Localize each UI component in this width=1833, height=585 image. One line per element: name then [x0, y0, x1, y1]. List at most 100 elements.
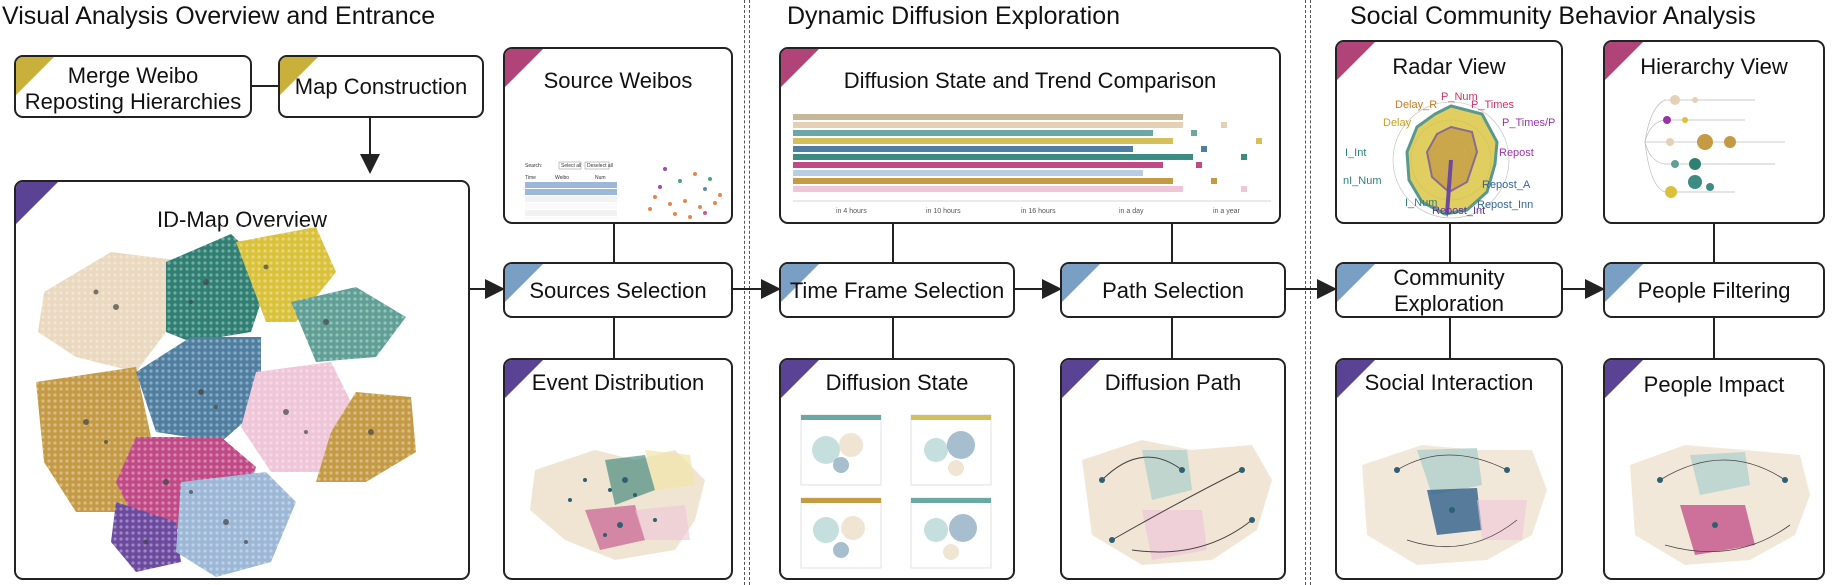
radar-label-repost: Repost: [1499, 147, 1534, 159]
badge-blue: [1062, 264, 1100, 302]
source-scatter: [648, 167, 722, 219]
timeline-tick-4h: in 4 hours: [836, 208, 867, 215]
diffusion-state-box[interactable]: Diffusion State: [779, 358, 1015, 580]
path-selection-box[interactable]: Path Selection: [1060, 262, 1286, 318]
section-title-dynamic: Dynamic Diffusion Exploration: [787, 2, 1121, 30]
social-interaction-title: Social Interaction: [1364, 370, 1534, 395]
radar-label-delay-r: Delay_R: [1395, 99, 1437, 111]
timeline-tick-year: in a year: [1213, 208, 1241, 215]
state-panel-1: [800, 414, 882, 486]
diffusion-state-title: Diffusion State: [825, 370, 969, 395]
diffusion-state-grid[interactable]: [781, 410, 1015, 580]
state-panel-3: [800, 497, 882, 569]
community-exploration-line2: Exploration: [1393, 291, 1505, 316]
community-exploration-line1: Community: [1393, 265, 1505, 290]
badge-pink: [781, 49, 819, 87]
time-frame-selection-label: Time Frame Selection: [789, 278, 1005, 303]
hierarchy-view-box[interactable]: Hierarchy View: [1603, 40, 1825, 224]
radar-label-repost-a: Repost_A: [1482, 179, 1531, 191]
people-impact-map[interactable]: [1605, 410, 1825, 580]
people-filtering-box[interactable]: People Filtering: [1603, 262, 1825, 318]
radar-view-box[interactable]: Radar View P_Num P_Times P_Times/P Repos…: [1335, 40, 1563, 224]
state-panel-4: [910, 497, 992, 569]
badge-pink: [1337, 42, 1375, 80]
timeline-tick-10h: in 10 hours: [926, 208, 961, 215]
time-frame-selection-box[interactable]: Time Frame Selection: [779, 262, 1015, 318]
map-construction-box[interactable]: Map Construction: [278, 55, 484, 118]
badge-purple: [781, 360, 819, 398]
section-title-social: Social Community Behavior Analysis: [1350, 2, 1756, 30]
badge-purple: [16, 182, 58, 224]
id-map-overview-box[interactable]: ID-Map Overview: [14, 180, 470, 580]
event-distribution-title: Event Distribution: [531, 370, 705, 395]
badge-purple: [1062, 360, 1100, 398]
sources-selection-label: Sources Selection: [529, 278, 707, 303]
diffusion-path-box[interactable]: Diffusion Path: [1060, 358, 1286, 580]
id-map-dots: [83, 264, 374, 545]
community-exploration-box[interactable]: Community Exploration: [1335, 262, 1563, 318]
badge-purple: [505, 360, 543, 398]
path-selection-label: Path Selection: [1102, 278, 1244, 303]
diffusion-path-map[interactable]: [1062, 410, 1286, 580]
radar-labels: P_Num P_Times P_Times/P Repost Repost_A …: [1343, 91, 1555, 217]
badge-blue: [1337, 264, 1375, 302]
hierarchy-view-title: Hierarchy View: [1640, 54, 1788, 79]
state-panel-2: [910, 414, 992, 486]
source-weibos-thumbnail[interactable]: Search: Select all Deselect all Time Wei…: [505, 109, 731, 219]
diffusion-path-title: Diffusion Path: [1104, 370, 1242, 395]
hierarchy-tree[interactable]: [1605, 42, 1825, 224]
badge-blue: [1605, 264, 1643, 302]
diffusion-trend-timeline[interactable]: in 4 hours in 10 hours in 16 hours in a …: [781, 109, 1281, 219]
radar-label-repost-int: Repost_Int: [1432, 205, 1485, 217]
merge-label-line1: Merge Weibo: [67, 63, 199, 88]
table-rows: [525, 182, 617, 219]
section-divider-1: [744, 0, 750, 585]
source-weibos-box[interactable]: Source Weibos Search: Select all Deselec…: [503, 47, 733, 224]
radar-label-i-int: I_Int: [1345, 147, 1366, 159]
merge-hierarchies-box[interactable]: Merge Weibo Reposting Hierarchies: [14, 55, 252, 118]
badge-pink: [505, 49, 543, 87]
radar-label-p-num: P_Num: [1441, 91, 1478, 103]
id-map-hexmap[interactable]: [16, 182, 470, 580]
radar-label-ni-num: nI_Num: [1343, 175, 1382, 187]
timeline-tick-16h: in 16 hours: [1021, 208, 1056, 215]
radar-label-repost-inn: Repost_Inn: [1477, 199, 1533, 211]
badge-purple: [1337, 360, 1375, 398]
table-search-label: Search:: [525, 163, 542, 169]
people-impact-title: People Impact: [1643, 372, 1785, 397]
event-distribution-box[interactable]: Event Distribution: [503, 358, 733, 580]
badge-blue: [505, 264, 543, 302]
badge-purple: [1605, 360, 1643, 398]
badge-blue: [781, 264, 819, 302]
table-header-time: Time: [525, 175, 536, 181]
radar-label-p-times: P_Times: [1471, 99, 1514, 111]
people-filtering-label: People Filtering: [1637, 278, 1791, 303]
radar-view-title: Radar View: [1392, 54, 1506, 79]
section-divider-2: [1305, 0, 1311, 585]
diffusion-trend-title: Diffusion State and Trend Comparison: [843, 68, 1217, 93]
radar-label-delay: Delay: [1383, 117, 1412, 129]
people-impact-box[interactable]: People Impact: [1603, 358, 1825, 580]
radar-label-p-times-p: P_Times/P: [1502, 117, 1555, 129]
map-construction-label: Map Construction: [294, 74, 468, 99]
radar-chart[interactable]: P_Num P_Times P_Times/P Repost Repost_A …: [1337, 42, 1563, 224]
table-header-weibo: Weibo: [555, 175, 569, 181]
social-interaction-map[interactable]: [1337, 410, 1563, 580]
timeline-stripes: [793, 114, 1262, 192]
radar-label-i-num: I_Num: [1405, 197, 1437, 209]
social-interaction-box[interactable]: Social Interaction: [1335, 358, 1563, 580]
diffusion-trend-box[interactable]: Diffusion State and Trend Comparison in …: [779, 47, 1281, 224]
sources-selection-box[interactable]: Sources Selection: [503, 262, 733, 318]
badge-gold: [280, 57, 318, 95]
badge-pink: [1605, 42, 1643, 80]
table-select-all[interactable]: Select all: [561, 163, 581, 169]
table-header-num: Num: [595, 175, 606, 181]
table-deselect-all[interactable]: Deselect all: [587, 163, 613, 169]
source-weibos-title: Source Weibos: [543, 68, 693, 93]
event-distribution-map[interactable]: [505, 410, 733, 580]
merge-label-line2: Reposting Hierarchies: [24, 89, 242, 114]
timeline-tick-day: in a day: [1119, 208, 1144, 215]
section-title-overview: Visual Analysis Overview and Entrance: [2, 2, 436, 30]
badge-gold: [16, 57, 54, 95]
